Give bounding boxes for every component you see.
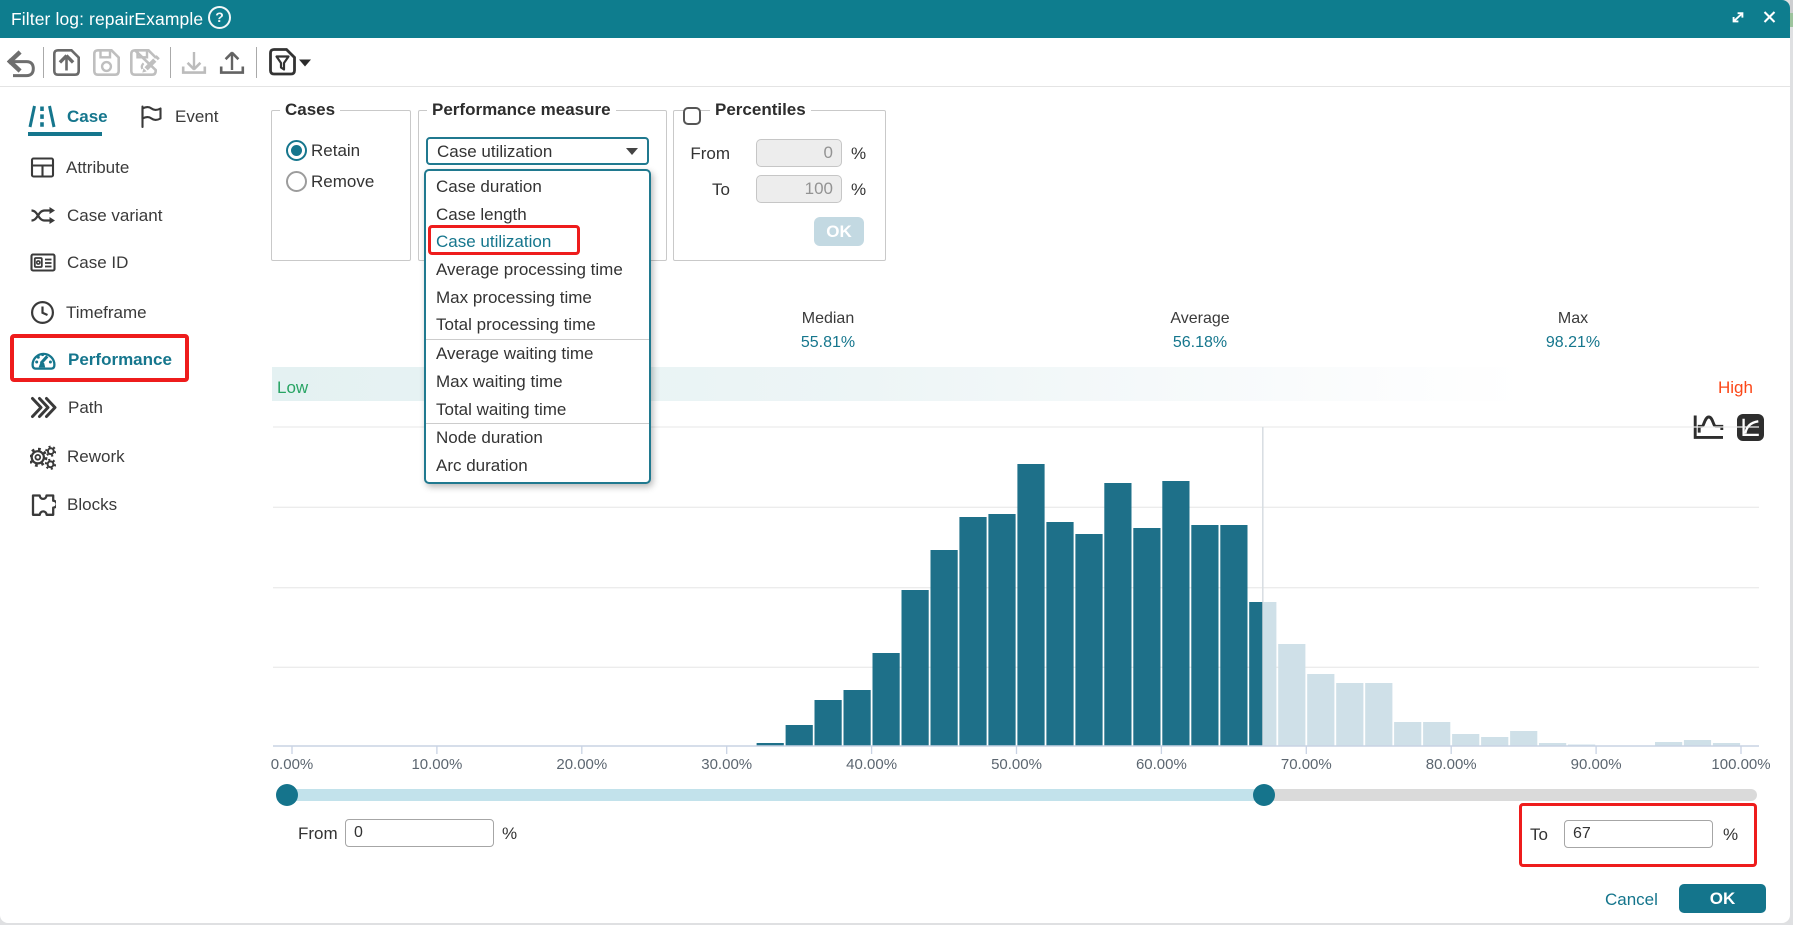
svg-text:100.00%: 100.00% [1711,756,1770,773]
svg-text:70.00%: 70.00% [1281,756,1332,773]
svg-text:30.00%: 30.00% [701,756,752,773]
svg-text:60.00%: 60.00% [1136,756,1187,773]
svg-text:80.00%: 80.00% [1426,756,1477,773]
svg-text:10.00%: 10.00% [411,756,462,773]
svg-text:50.00%: 50.00% [991,756,1042,773]
svg-text:20.00%: 20.00% [556,756,607,773]
svg-text:90.00%: 90.00% [1571,756,1622,773]
svg-text:40.00%: 40.00% [846,756,897,773]
svg-text:0.00%: 0.00% [271,756,314,773]
